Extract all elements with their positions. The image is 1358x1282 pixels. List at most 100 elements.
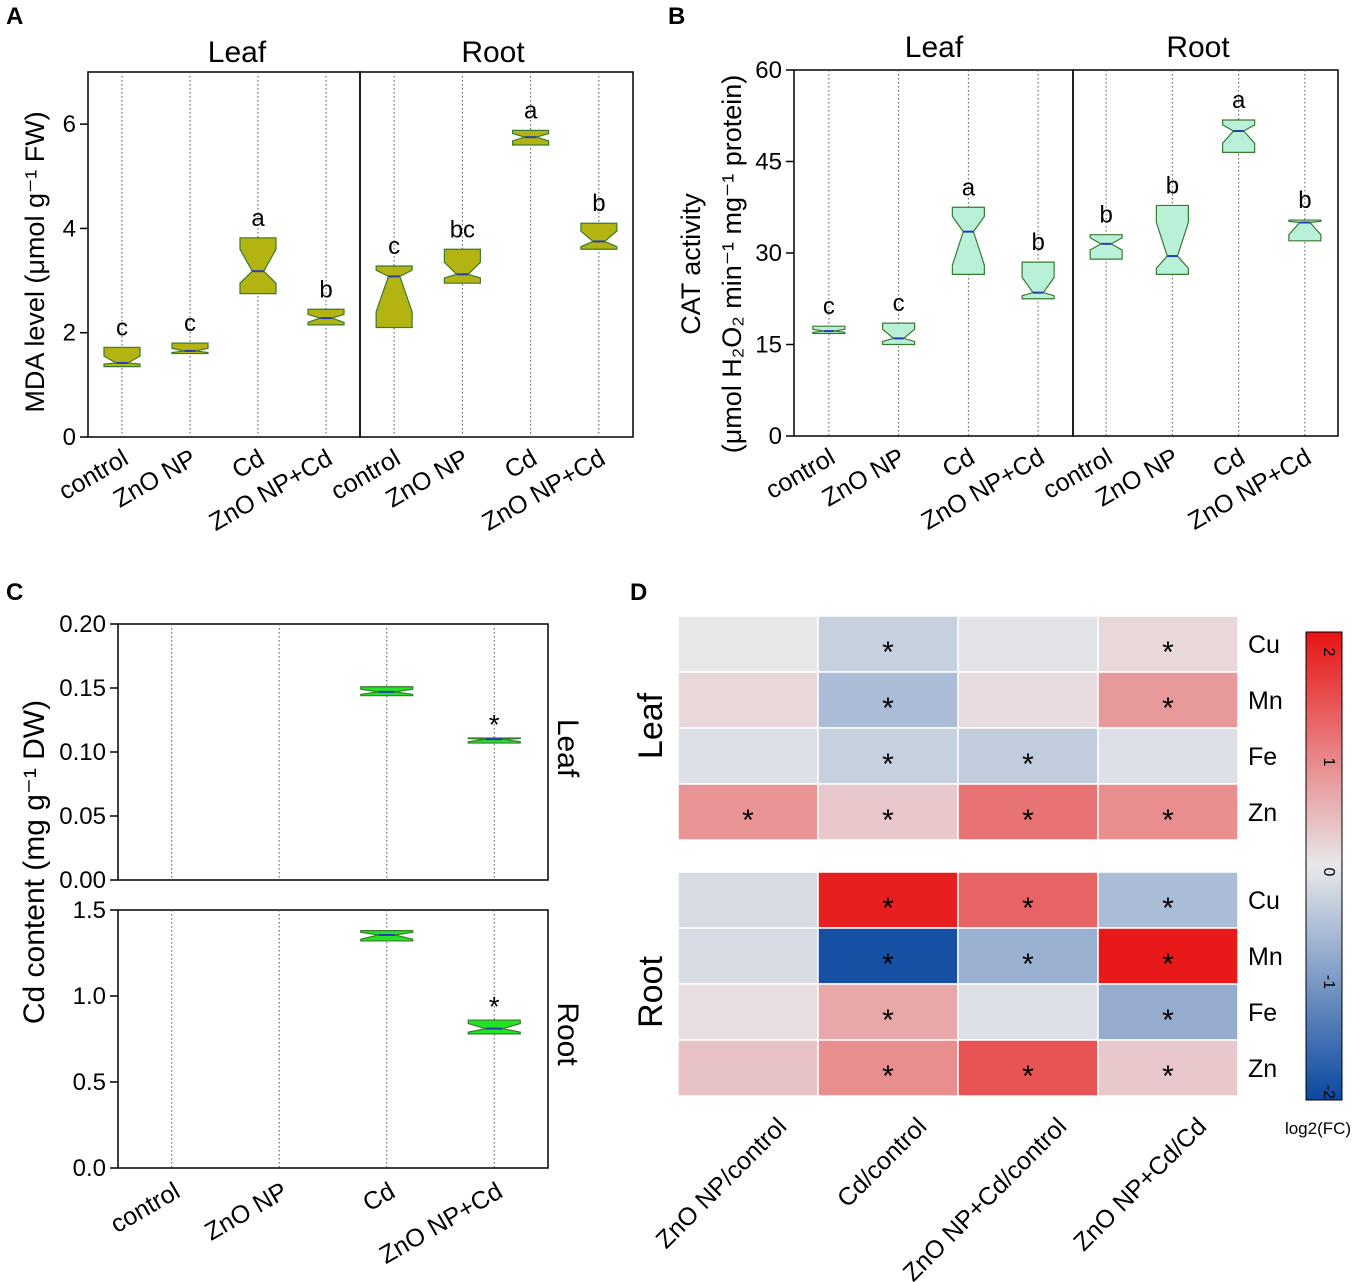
B-root-control-violin	[1089, 234, 1123, 260]
panel-c-facet-leaf: Leaf	[551, 719, 584, 778]
B-root-zno-np-cd-violin	[1288, 219, 1322, 242]
D-root-cu-3-cell	[1097, 871, 1239, 929]
D-root-row-fe: Fe	[1248, 999, 1277, 1027]
colorbar-tick-3: -1	[1320, 975, 1337, 989]
B-leaf-cd-violin	[951, 206, 985, 275]
D-leaf-fe-3-cell	[1097, 727, 1239, 785]
D-leaf-cu-0-cell	[677, 615, 819, 673]
C-root-y-tick-3: 1.5	[73, 897, 106, 924]
B-leaf-control-violin	[812, 325, 846, 335]
D-root-zn-0-cell	[677, 1039, 819, 1097]
D-root-zn-3-cell	[1097, 1039, 1239, 1097]
panel-a-facet-leaf: Leaf	[208, 36, 267, 69]
A-leaf-zno-np-cd-violin	[307, 308, 345, 326]
D-root-mn-1-star: *	[882, 948, 894, 981]
D-root-zn-1-star: *	[882, 1060, 894, 1093]
A-y-tick-1: 2	[63, 320, 76, 347]
panel-d-group-root: Root	[632, 956, 670, 1028]
panel-a-y-axis-label: MDA level (μmol g⁻¹ FW)	[20, 111, 50, 412]
D-col-label-3: ZnO NP+Cd/Cd	[1068, 1112, 1212, 1256]
A-root-control-violin	[375, 265, 413, 329]
panel-label-a: A	[6, 3, 23, 30]
C-leaf-y-tick-3: 0.15	[59, 675, 106, 702]
D-leaf-zn-3-star: *	[1162, 804, 1174, 837]
D-leaf-zn-2-star: *	[1022, 804, 1034, 837]
C-frame-leaf	[117, 623, 549, 881]
panel-c-y-axis-label: Cd content (mg g⁻¹ DW)	[18, 700, 51, 1024]
B-y-tick-4: 60	[755, 57, 782, 84]
D-leaf-fe-0-cell	[677, 727, 819, 785]
C-root-y-tick-0: 0.0	[73, 1155, 106, 1182]
A-root-control-letter: c	[388, 233, 400, 260]
D-root-mn-3-cell	[1097, 927, 1239, 985]
panel-a-mda-chart: Leaf Root MDA level (μmol g⁻¹ FW) 0 2 4 6 c c…	[20, 36, 634, 537]
panel-label-c: C	[6, 579, 23, 606]
B-y-tick-3: 45	[755, 149, 782, 176]
D-leaf-cu-1-star: *	[882, 636, 894, 669]
C-leaf-y-tick-2: 0.10	[59, 739, 106, 766]
C-leaf-y-tick-0: 0.00	[59, 867, 106, 894]
C-root-y-tick-2: 1.0	[73, 983, 106, 1010]
panel-d-group-leaf: Leaf	[632, 692, 670, 759]
D-leaf-mn-3-cell	[1097, 671, 1239, 729]
D-leaf-mn-3-star: *	[1162, 692, 1174, 725]
C-x-tick-0: control	[106, 1177, 185, 1239]
D-leaf-fe-2-cell	[957, 727, 1099, 785]
D-col-label-0: ZnO NP/control	[651, 1112, 793, 1254]
B-leaf-zno-np-cd-violin	[1021, 261, 1055, 300]
D-root-cu-1-cell	[817, 871, 959, 929]
A-leaf-cd-letter: a	[251, 205, 265, 232]
A-root-cd-letter: a	[524, 97, 538, 124]
D-leaf-mn-1-star: *	[882, 692, 894, 725]
C-root-zno-np-cd-significance: *	[489, 991, 500, 1022]
C-leaf-y-tick-1: 0.05	[59, 803, 106, 830]
A-y-tick-3: 6	[63, 111, 76, 138]
A-root-zno-np-cd-violin	[580, 222, 618, 250]
B-y-tick-2: 30	[755, 240, 782, 267]
A-leaf-zno-np-violin	[171, 342, 209, 355]
B-y-tick-0: 0	[769, 423, 782, 450]
D-leaf-cu-3-cell	[1097, 615, 1239, 673]
D-leaf-row-cu: Cu	[1248, 631, 1280, 659]
colorbar-tick-0: 2	[1320, 648, 1337, 657]
C-root-y-tick-1: 0.5	[73, 1069, 106, 1096]
A-root-x-tick-3: ZnO NP+Cd	[477, 444, 610, 537]
A-frame-root	[359, 71, 634, 438]
B-root-zno-np-violin	[1155, 204, 1189, 275]
D-root-row-zn: Zn	[1248, 1055, 1277, 1083]
C-x-tick-2: Cd	[358, 1177, 400, 1217]
D-root-fe-1-star: *	[882, 1004, 894, 1037]
colorbar-tick-4: -2	[1320, 1085, 1337, 1099]
panel-label-d: D	[630, 579, 647, 606]
B-root-cd-letter: a	[1232, 87, 1246, 114]
B-root-cd-violin	[1222, 119, 1256, 153]
panel-b-facet-leaf: Leaf	[905, 31, 964, 64]
D-root-mn-0-cell	[677, 927, 819, 985]
B-root-x-tick-3: ZnO NP+Cd	[1183, 443, 1316, 536]
D-leaf-cu-2-cell	[957, 615, 1099, 673]
D-root-fe-0-cell	[677, 983, 819, 1041]
D-root-fe-3-star: *	[1162, 1004, 1174, 1037]
C-leaf-y-tick-4: 0.20	[59, 611, 106, 638]
B-leaf-cd-letter: a	[962, 174, 976, 201]
D-root-fe-2-cell	[957, 983, 1099, 1041]
D-root-row-mn: Mn	[1248, 943, 1283, 971]
D-leaf-mn-1-cell	[817, 671, 959, 729]
D-leaf-zn-1-star: *	[882, 804, 894, 837]
A-leaf-control-violin	[103, 346, 141, 368]
panel-d-heatmap: Leaf Root log2(FC) * * Cu * * Mn * * Fe * * * * Zn * * *…	[632, 615, 1351, 1282]
B-root-zno-np-cd-letter: b	[1298, 187, 1311, 214]
A-y-tick-2: 4	[63, 215, 76, 242]
A-leaf-x-tick-3: ZnO NP+Cd	[204, 444, 337, 537]
colorbar	[1305, 631, 1343, 1101]
panel-b-y-axis-label-line1: CAT activity	[676, 193, 706, 335]
B-y-tick-1: 15	[755, 332, 782, 359]
D-leaf-cu-3-star: *	[1162, 636, 1174, 669]
panel-b-y-axis-label-line2: (μmol H₂O₂ min⁻¹ mg⁻¹ protein)	[717, 75, 747, 454]
D-leaf-zn-0-star: *	[742, 804, 754, 837]
panel-b-facet-root: Root	[1166, 31, 1230, 64]
D-root-cu-0-cell	[677, 871, 819, 929]
C-leaf-zno-np-cd-significance: *	[489, 709, 500, 740]
B-leaf-control-letter: c	[823, 293, 835, 320]
